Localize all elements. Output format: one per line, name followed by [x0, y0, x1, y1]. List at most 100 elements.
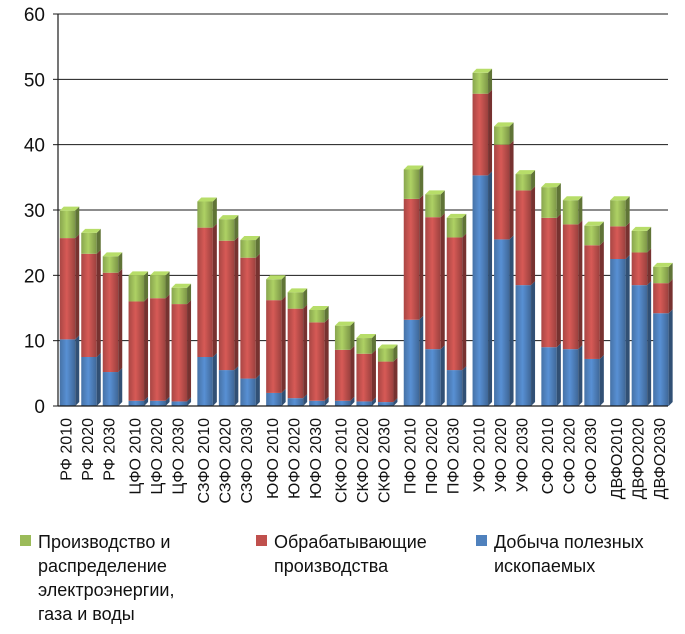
bar-segment	[197, 357, 213, 406]
bar-top	[102, 252, 123, 257]
bar-segment-side	[96, 249, 101, 357]
bar-segment	[403, 198, 420, 320]
bar-top	[356, 334, 376, 339]
bar-segment	[515, 190, 532, 286]
bar-segment-side	[165, 396, 170, 406]
bar-segment	[494, 144, 510, 240]
x-tick-label: ПФО 2020	[424, 418, 441, 494]
bar-segment	[653, 266, 669, 284]
bar-segment	[240, 257, 256, 379]
y-tick-labels: 0 10 20 30 40 50 60	[24, 5, 45, 418]
bar-segment-side	[212, 353, 217, 406]
bar-segment	[472, 175, 489, 406]
bar-segment-side	[255, 236, 260, 258]
bar-segment	[287, 292, 304, 309]
bar-segment-side	[556, 343, 561, 406]
bar-segment-side	[556, 183, 561, 218]
bar-segment-side	[647, 248, 652, 286]
bar-segment	[610, 259, 626, 406]
bar-segment	[171, 401, 188, 406]
bar-segment	[218, 240, 235, 371]
x-tick-label: СЗФО 2020	[218, 418, 235, 504]
x-tick-label: УФО 2020	[493, 418, 510, 492]
bar-segment-side	[324, 305, 329, 323]
bar-segment-side	[281, 388, 286, 406]
x-tick-label: РФ 2030	[102, 418, 119, 481]
bar-top	[377, 344, 398, 349]
bar-segment	[171, 287, 188, 305]
bar-segment-side	[668, 262, 673, 284]
bar-segment-side	[488, 171, 493, 406]
bar-segment-side	[509, 235, 514, 406]
bar-top	[494, 122, 514, 127]
bar-segment	[631, 285, 648, 406]
bar-segment	[610, 226, 626, 259]
bar-segment	[446, 237, 463, 371]
bar-segment	[446, 217, 463, 238]
bar-segment-side	[599, 354, 604, 406]
bar-segment-side	[118, 252, 123, 273]
x-tick-labels: РФ 2010 РФ 2020 РФ 2030 ЦФО 2010 ЦФО 2020 ЦФО…	[59, 418, 669, 504]
legend-label-mining: Добыча полезных ископаемых	[494, 532, 644, 576]
bar-segment-side	[75, 335, 80, 406]
bar-segment-side	[212, 223, 217, 357]
x-tick-label: СЗФО 2010	[196, 418, 213, 504]
bar-top	[403, 165, 424, 170]
bar-top	[81, 228, 101, 233]
bar-top	[171, 283, 192, 288]
bar-top	[541, 183, 561, 188]
bar-segment	[218, 370, 235, 406]
bar-segment	[425, 194, 441, 218]
bar-top	[472, 68, 493, 73]
bar-segment	[562, 349, 579, 406]
legend: Производство и распределение электроэнер…	[0, 530, 685, 634]
x-tick-label: ПФО 2010	[403, 418, 420, 494]
bar-segment-side	[234, 236, 239, 371]
bar-segment	[515, 285, 532, 406]
x-tick-label: СФО 2030	[583, 418, 600, 494]
x-tick-label: ЦФО 2020	[149, 418, 166, 495]
bar-segment-side	[668, 279, 673, 314]
bar-segment-side	[599, 221, 604, 246]
x-tick-label: ЮФО 2030	[308, 418, 325, 499]
bar-segment	[150, 400, 166, 406]
bar-segment-side	[371, 334, 376, 354]
bar-segment-side	[668, 309, 673, 406]
x-tick-label: СКФО 2020	[355, 418, 372, 503]
bar-segment	[334, 400, 351, 406]
y-tick-label: 60	[24, 5, 45, 26]
bar-segment-side	[75, 234, 80, 340]
legend-swatch-manufacturing	[256, 535, 267, 546]
bar-segment-side	[234, 366, 239, 406]
bar-segment-side	[144, 271, 149, 302]
bar-top	[425, 190, 445, 195]
bar-segment	[171, 304, 188, 402]
bars-layer	[59, 68, 673, 406]
bar-segment	[562, 200, 579, 225]
y-tick-label: 0	[34, 397, 45, 418]
stacked-bar-chart: 0 10 20 30 40 50 60 РФ 2010 РФ 2020 РФ 2030 ЦФО 2…	[24, 5, 673, 504]
bar-segment	[494, 126, 510, 145]
bar-segment	[610, 200, 626, 227]
bar-segment-side	[531, 170, 536, 191]
bar-segment-side	[303, 288, 308, 309]
bar-segment	[446, 370, 463, 406]
bar-segment	[653, 313, 669, 406]
bar-top	[334, 321, 355, 326]
bar-segment-side	[96, 353, 101, 406]
bar-top	[631, 226, 652, 231]
bar-top	[515, 170, 536, 175]
bar-segment-side	[419, 315, 424, 406]
bar-top	[266, 275, 286, 280]
bar-segment-side	[625, 255, 630, 406]
bar-segment	[356, 353, 372, 402]
bar-segment-side	[440, 213, 445, 350]
bar-segment-side	[371, 349, 376, 402]
bar-top	[309, 305, 329, 310]
bar-segment-side	[462, 366, 467, 406]
x-tick-label: СФО 2010	[540, 418, 557, 494]
legend-item-electricity: Производство и распределение электроэнер…	[20, 530, 174, 626]
bar-top	[240, 236, 260, 241]
bar-segment-side	[187, 300, 192, 402]
bar-segment-side	[440, 190, 445, 218]
